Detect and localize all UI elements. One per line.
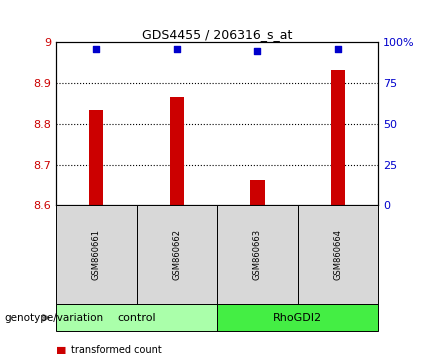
Text: control: control [117, 313, 156, 323]
Text: ■: ■ [56, 346, 70, 354]
Bar [89, 110, 104, 205]
Text: GSM860661: GSM860661 [92, 229, 101, 280]
Point [93, 46, 100, 52]
Point [335, 46, 341, 52]
Text: RhoGDI2: RhoGDI2 [273, 313, 322, 323]
Text: GSM860664: GSM860664 [334, 229, 343, 280]
Bar [331, 70, 345, 205]
Text: GSM860662: GSM860662 [172, 229, 181, 280]
Point [173, 46, 180, 52]
Text: transformed count: transformed count [71, 346, 162, 354]
Point [254, 48, 261, 53]
Bar [169, 97, 184, 205]
Text: GSM860663: GSM860663 [253, 229, 262, 280]
Bar [250, 180, 265, 205]
Title: GDS4455 / 206316_s_at: GDS4455 / 206316_s_at [142, 28, 292, 41]
Text: genotype/variation: genotype/variation [4, 313, 104, 323]
